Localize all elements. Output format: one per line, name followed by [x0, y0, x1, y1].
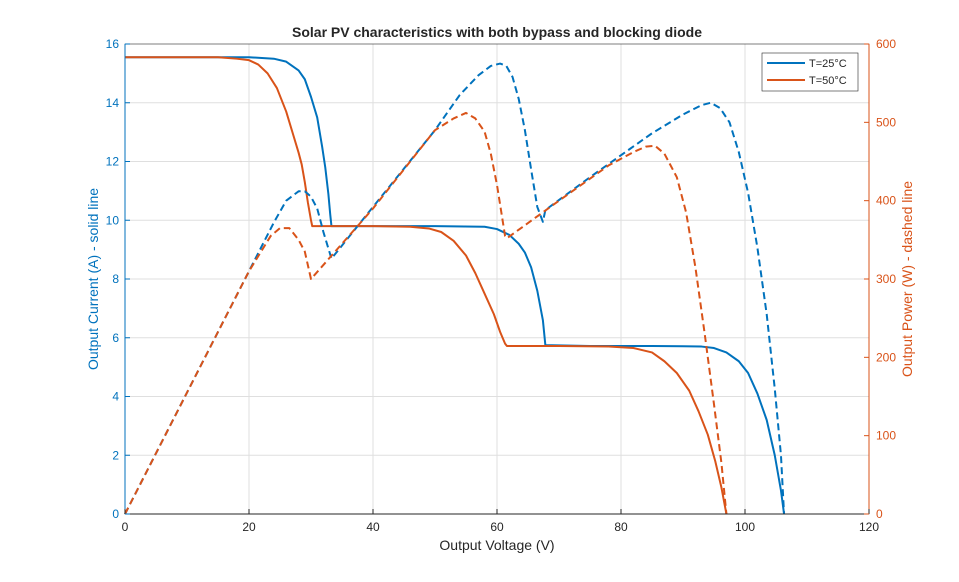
x-tick-label-6: 120: [859, 520, 879, 534]
y-left-tick-label-5: 10: [106, 213, 120, 227]
y-axis-label-right: Output Power (W) - dashed line: [899, 181, 915, 377]
y-right-tick-label-6: 600: [876, 37, 896, 51]
legend-label-t25: T=25°C: [809, 58, 847, 70]
grid-lines: [125, 44, 869, 514]
series-line-0-current: [125, 56, 786, 515]
y-right-tick-label-3: 300: [876, 272, 896, 286]
y-right-tick-label-5: 500: [876, 115, 896, 129]
series-line-2-power: [124, 62, 786, 515]
y-axis-label-left: Output Current (A) - solid line: [85, 188, 101, 370]
y-right-tick-label-2: 200: [876, 350, 896, 364]
legend: T=25°C T=50°C: [761, 52, 859, 92]
y-left-tick-label-0: 0: [112, 507, 119, 521]
x-tick-label-5: 100: [735, 520, 755, 534]
series-layer: [124, 56, 786, 515]
y-right-tick-label-1: 100: [876, 429, 896, 443]
legend-box: [761, 52, 859, 92]
y-left-tick-label-1: 2: [112, 448, 119, 462]
y-left-tick-label-6: 12: [106, 155, 120, 169]
y-right-tick-label-0: 0: [876, 507, 883, 521]
x-tick-label-0: 0: [122, 520, 129, 534]
x-tick-label-4: 80: [614, 520, 628, 534]
legend-label-t50: T=50°C: [809, 75, 847, 87]
series-line-3-power: [124, 111, 728, 515]
x-tick-label-1: 20: [242, 520, 256, 534]
y-left-tick-label-8: 16: [106, 37, 120, 51]
y-left-tick-label-4: 8: [112, 272, 119, 286]
y-left-tick-label-2: 4: [112, 390, 119, 404]
x-tick-label-2: 40: [366, 520, 380, 534]
x-axis-label: Output Voltage (V): [439, 537, 554, 553]
y-right-tick-label-4: 400: [876, 194, 896, 208]
y-left-tick-label-3: 6: [112, 331, 119, 345]
x-tick-label-3: 60: [490, 520, 504, 534]
tick-layer: 0 20 40 60 80 100 1200246810121416010020030040…: [106, 37, 897, 534]
y-left-tick-label-7: 14: [106, 96, 120, 110]
chart-title: Solar PV characteristics with both bypas…: [292, 24, 702, 40]
series-line-1-current: [125, 56, 728, 515]
